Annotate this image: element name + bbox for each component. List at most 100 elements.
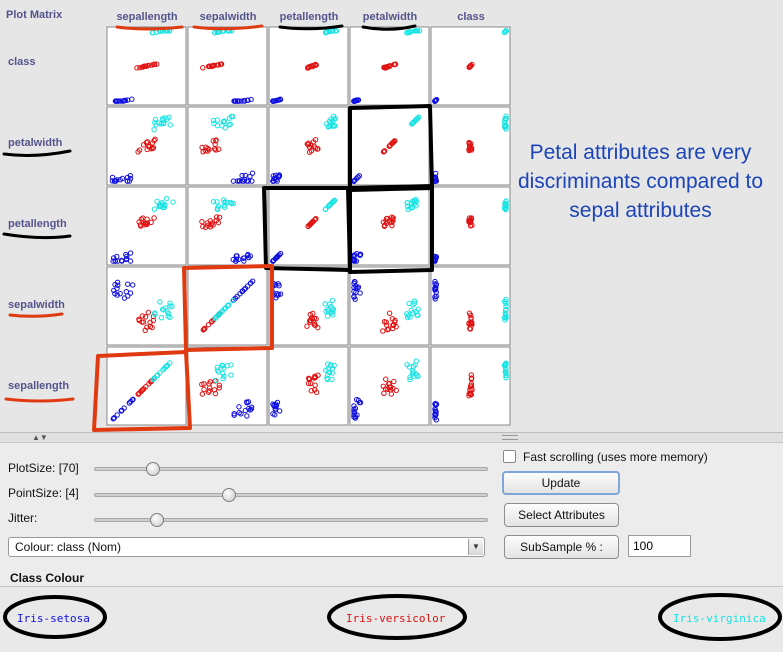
scatter-point [270, 411, 276, 417]
scatter-point [213, 377, 219, 384]
scatter-point [466, 215, 473, 221]
row-label-class: class [8, 56, 36, 68]
panel-splitter[interactable]: ▲▼ [0, 433, 783, 443]
scatter-point [502, 122, 509, 129]
scatter-point [203, 224, 209, 230]
chevron-down-icon[interactable]: ▼ [468, 539, 483, 555]
scatter-point [114, 285, 120, 292]
class-colour-panel: Iris-setosa Iris-versicolor Iris-virgini… [0, 586, 783, 652]
jitter-slider-thumb[interactable] [150, 513, 164, 527]
scatter-point [503, 306, 509, 313]
scatter-point [215, 146, 222, 152]
cell-petallength-vs-sepalwidth[interactable] [187, 186, 268, 266]
cell-class-vs-sepalwidth[interactable] [187, 26, 268, 106]
scatter-point [245, 97, 251, 103]
scatter-point [323, 308, 329, 315]
class-colour-virginica[interactable]: Iris-virginica [673, 612, 766, 625]
scatter-point [215, 369, 222, 375]
cell-sepalwidth-vs-petallength[interactable] [268, 266, 349, 346]
cell-sepalwidth-vs-sepalwidth[interactable] [187, 266, 268, 346]
plot-size-slider-thumb[interactable] [146, 462, 160, 476]
point-size-slider[interactable] [94, 488, 488, 502]
cell-sepalwidth-vs-class[interactable] [430, 266, 511, 346]
point-size-label: PointSize: [4] [8, 486, 79, 500]
class-colour-versicolor[interactable]: Iris-versicolor [346, 612, 446, 625]
scatter-point [329, 370, 335, 376]
scatter-point [230, 178, 237, 184]
scatter-point [249, 170, 256, 176]
update-button[interactable]: Update [502, 471, 620, 495]
cell-sepalwidth-vs-petalwidth[interactable] [349, 266, 430, 346]
class-colour-setosa[interactable]: Iris-setosa [17, 612, 90, 625]
scatter-point [115, 282, 121, 288]
scatter-point [130, 282, 136, 288]
scatter-point [143, 139, 150, 146]
scatter-point [222, 125, 228, 131]
scatter-point [409, 371, 416, 377]
plot-size-slider[interactable] [94, 462, 488, 476]
scatter-point [331, 362, 337, 369]
scatter-point [211, 120, 217, 127]
scatter-point [503, 198, 509, 205]
scatter-point [277, 291, 284, 297]
scatter-point [313, 316, 319, 322]
scatter-point [215, 219, 222, 226]
subsample-input[interactable]: 100 [628, 535, 691, 557]
scatter-point [136, 316, 142, 322]
column-label-sepalwidth: sepalwidth [199, 11, 257, 23]
colour-select-value: Colour: class (Nom) [15, 540, 122, 554]
scatter-point [503, 375, 509, 381]
scatter-point [231, 410, 237, 417]
scatter-point [127, 172, 134, 179]
scatter-point [221, 373, 227, 379]
select-attributes-button[interactable]: Select Attributes [504, 503, 619, 527]
colour-attribute-select[interactable]: Colour: class (Nom) ▼ [8, 537, 485, 557]
scatter-point [384, 326, 391, 333]
scatter-point [233, 256, 240, 262]
scatter-point [149, 140, 156, 146]
scatter-point [502, 369, 508, 375]
row-label-sepallength: sepallength [8, 380, 70, 392]
cell-petalwidth-vs-sepalwidth[interactable] [187, 106, 268, 186]
scatter-point [151, 215, 157, 221]
jitter-slider[interactable] [94, 513, 488, 527]
scatter-point [122, 97, 129, 104]
scatter-point [200, 65, 206, 71]
scatter-point [208, 63, 215, 69]
splitter-grip-icon[interactable] [502, 435, 518, 440]
scatter-point [124, 97, 131, 103]
splitter-arrows-icon[interactable]: ▲▼ [32, 433, 48, 442]
scatter-point [239, 172, 245, 179]
subsample-button[interactable]: SubSample % : [504, 535, 619, 559]
scatter-point [199, 391, 206, 397]
scatter-point [114, 292, 120, 298]
scatter-point [217, 61, 224, 67]
fast-scrolling-label: Fast scrolling (uses more memory) [523, 450, 708, 464]
cell-petallength-vs-class[interactable] [430, 186, 511, 266]
column-label-sepallength: sepallength [116, 11, 178, 23]
scatter-point [145, 309, 152, 316]
scatter-point [503, 201, 509, 208]
scatter-point [381, 390, 387, 397]
scatter-point [216, 214, 223, 220]
scatter-point [304, 323, 310, 329]
scatter-point [118, 257, 125, 264]
scatter-point [115, 258, 121, 264]
scatter-point [139, 313, 146, 319]
scatter-point [329, 297, 336, 304]
point-size-slider-thumb[interactable] [222, 488, 236, 502]
scatter-point [213, 147, 219, 153]
scatter-point [407, 374, 413, 380]
fast-scrolling-checkbox[interactable] [503, 450, 516, 463]
scatter-point [467, 63, 474, 69]
scatter-point [241, 98, 248, 104]
scatter-point [240, 178, 247, 184]
scatter-point [503, 296, 509, 303]
scatter-point [503, 367, 509, 373]
scatter-point [275, 174, 282, 180]
scatter-point [200, 223, 206, 230]
scatter-point [503, 116, 509, 122]
scatter-point [467, 325, 473, 332]
scatter-point [211, 62, 217, 69]
scatter-point [314, 146, 320, 152]
